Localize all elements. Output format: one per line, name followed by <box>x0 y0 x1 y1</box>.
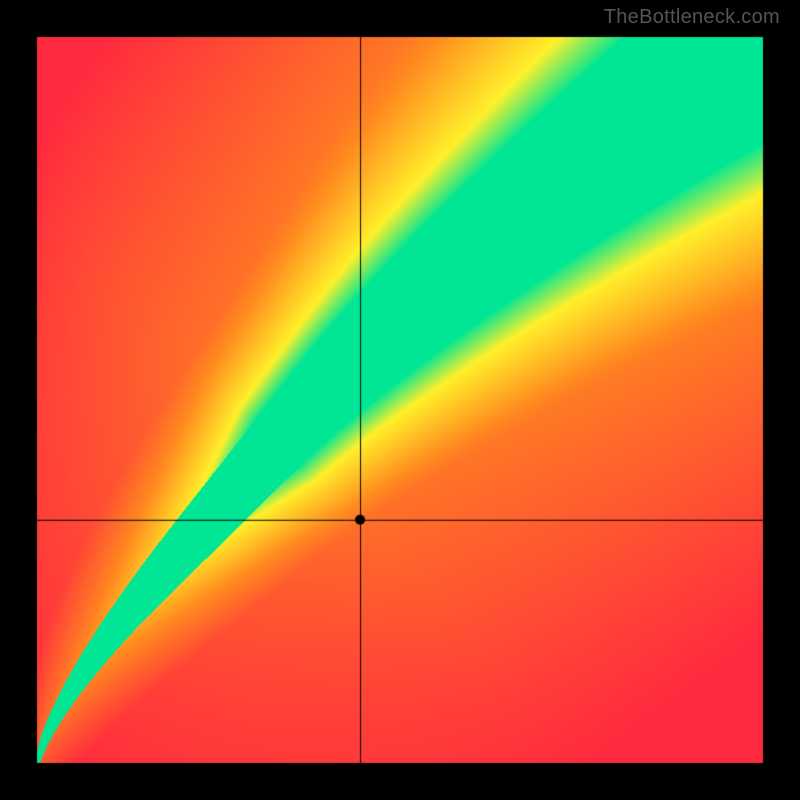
figure-container: TheBottleneck.com <box>0 0 800 800</box>
heatmap-canvas <box>0 0 800 800</box>
watermark-text: TheBottleneck.com <box>604 6 780 29</box>
